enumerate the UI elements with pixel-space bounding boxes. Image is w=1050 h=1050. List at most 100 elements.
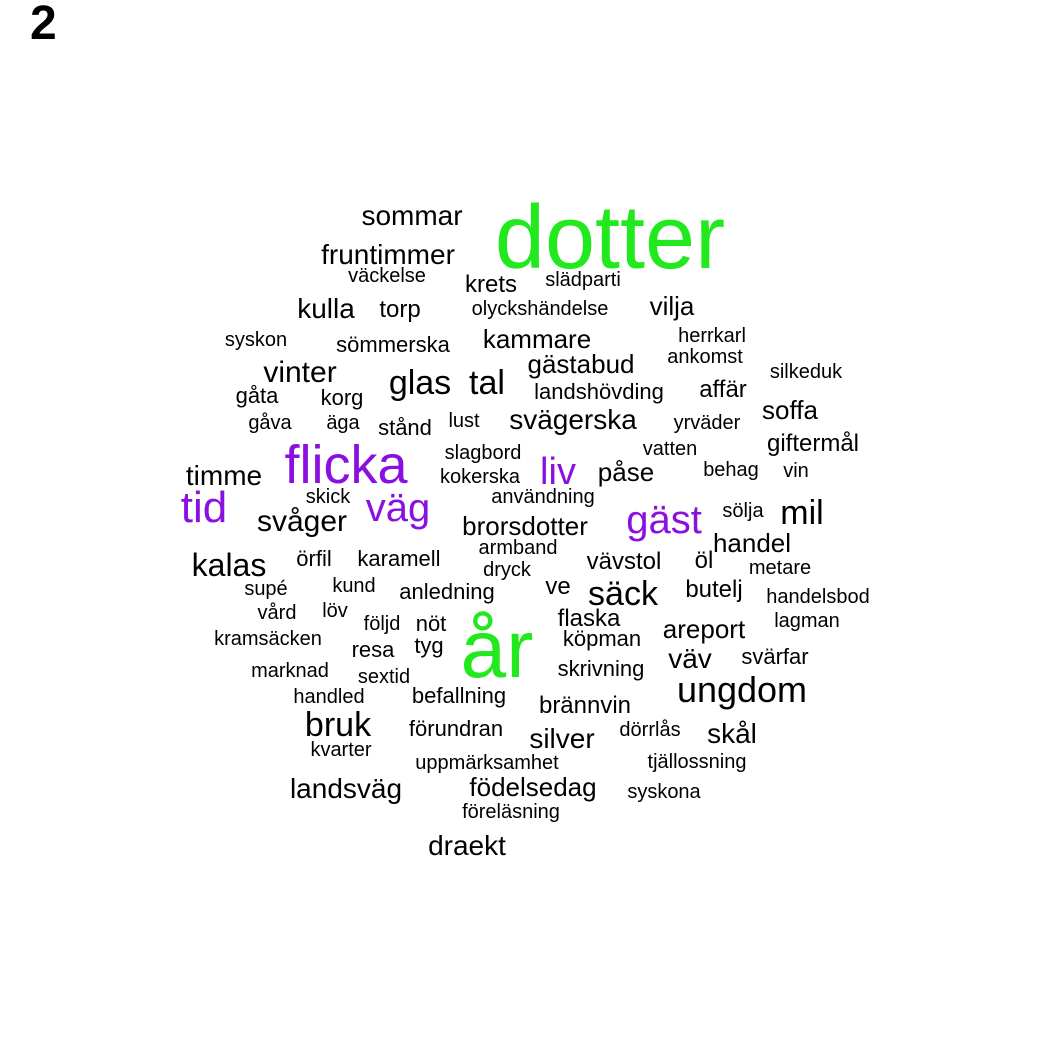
cloud-word: yrväder [673,412,741,434]
cloud-word: dotter [494,188,726,288]
cloud-word: landshövding [534,379,664,404]
cloud-word: butelj [685,576,743,603]
cloud-word: timme [185,460,263,491]
cloud-word: ankomst [667,346,743,368]
cloud-word: soffa [762,395,818,425]
cloud-word: bruk [304,706,372,744]
cloud-word: gästabud [527,349,635,379]
cloud-word: svåger [256,505,348,538]
cloud-word: örfil [296,546,332,571]
cloud-word: vatten [642,438,698,460]
cloud-word: syskona [627,781,701,803]
cloud-word: skick [305,486,351,508]
cloud-word: draekt [428,830,506,861]
cloud-word: säck [588,575,658,613]
cloud-word: löv [322,600,348,622]
cloud-word: marknad [251,660,329,682]
cloud-word: landsväg [289,773,403,804]
cloud-word: gåta [235,383,279,408]
cloud-word: herrkarl [678,325,746,347]
cloud-word: handelsbod [766,586,870,608]
cloud-word: väg [365,486,431,530]
cloud-word: förundran [408,716,504,741]
cloud-word: anledning [399,579,495,604]
cloud-word: flicka [284,435,408,495]
cloud-word: dörrlås [619,719,681,741]
cloud-word: vin [783,460,809,482]
cloud-word: kammare [482,324,592,354]
cloud-word: sömmerska [336,332,450,357]
cloud-word: fruntimmer [321,239,455,270]
cloud-word: tal [469,364,505,402]
cloud-word: lust [448,410,480,432]
cloud-word: affär [699,376,747,403]
cloud-word: handel [712,528,792,558]
cloud-word: behag [703,459,759,481]
cloud-word: vilja [649,291,695,321]
cloud-word: torp [379,296,421,323]
cloud-word: slädparti [545,269,621,291]
cloud-word: svärfar [741,644,809,669]
cloud-word: sommar [361,200,463,231]
cloud-word: vinter [263,356,337,389]
panel-label: 2 [30,0,57,50]
cloud-word: liv [540,451,576,493]
cloud-word: väckelse [348,265,426,287]
cloud-word: äga [326,412,360,434]
cloud-word: resa [351,637,395,662]
cloud-word: armband [478,537,558,559]
cloud-word: brorsdotter [462,511,588,541]
cloud-word: brännvin [538,692,632,719]
cloud-word: gåva [248,412,292,434]
cloud-word: användning [491,486,595,508]
cloud-word: väv [668,643,712,674]
cloud-word: gäst [626,498,702,542]
cloud-word: kalas [191,547,267,583]
cloud-word: slagbord [444,442,522,464]
cloud-word: vävstol [586,548,662,575]
cloud-word: karamell [357,546,441,571]
cloud-word: stånd [378,415,432,440]
cloud-word: tjällossning [647,751,747,773]
cloud-word: påse [597,457,655,487]
cloud-word: uppmärksamhet [415,752,559,774]
cloud-word: dryck [483,559,531,581]
cloud-word: silver [529,723,595,754]
cloud-word: silkeduk [769,361,843,383]
cloud-word: metare [748,557,812,579]
cloud-word: sölja [722,500,764,522]
cloud-word: befallning [411,683,507,708]
cloud-word: nöt [415,611,447,636]
cloud-word: supé [244,578,288,600]
cloud-word: tid [180,483,228,532]
cloud-word: ungdom [676,669,808,710]
cloud-word: glas [388,364,452,402]
cloud-word: öl [694,547,714,574]
cloud-word: kvarter [310,739,372,761]
cloud-word: kramsäcken [214,628,322,650]
cloud-word: mil [780,494,824,532]
cloud-word: födelsedag [469,772,597,802]
cloud-word: svägerska [509,404,637,435]
cloud-word: följd [363,613,401,635]
cloud-word: korg [320,385,364,410]
cloud-word: skrivning [557,656,645,681]
cloud-word: ve [545,573,571,600]
cloud-word: skål [707,718,757,749]
cloud-word: olyckshändelse [471,298,609,320]
cloud-word: kokerska [439,466,521,488]
cloud-word: kund [332,575,376,597]
cloud-word: kulla [297,293,355,324]
cloud-word: syskon [224,329,288,351]
cloud-word: krets [464,271,518,298]
cloud-word: areport [662,614,746,644]
cloud-word: sextid [357,666,411,688]
cloud-word: flaska [557,605,621,632]
cloud-word: tyg [414,633,444,658]
cloud-word: handled [293,686,365,708]
cloud-word: vård [257,602,297,624]
cloud-word: föreläsning [462,801,560,823]
cloud-word: giftermål [766,430,860,457]
cloud-word: köpman [562,626,642,651]
